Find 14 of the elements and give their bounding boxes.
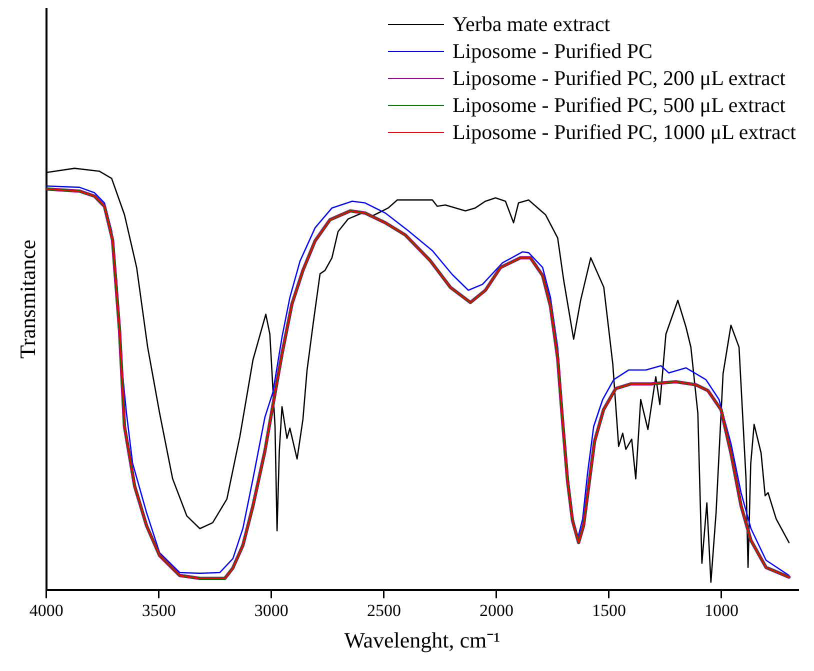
x-tick-label: 1000 xyxy=(704,600,738,620)
x-tick-label: 2000 xyxy=(479,600,514,620)
legend-label: Liposome - Purified PC, 200 μL extract xyxy=(452,66,786,91)
y-axis-title: Transmitance xyxy=(14,240,40,359)
legend-label: Liposome - Purified PC, 1000 μL extract xyxy=(452,120,796,145)
legend-label: Yerba mate extract xyxy=(452,12,610,37)
legend-label: Liposome - Purified PC, 500 μL extract xyxy=(452,93,786,118)
legend-label: Liposome - Purified PC xyxy=(452,39,653,64)
x-axis-title: Wavelenght, cm⁻¹ xyxy=(344,628,500,653)
x-tick-label: 3000 xyxy=(254,600,288,620)
x-tick-label: 1500 xyxy=(592,600,626,620)
x-tick-label: 4000 xyxy=(29,600,64,620)
x-tick-label: 3500 xyxy=(142,600,176,620)
x-tick-label: 2500 xyxy=(366,600,401,620)
